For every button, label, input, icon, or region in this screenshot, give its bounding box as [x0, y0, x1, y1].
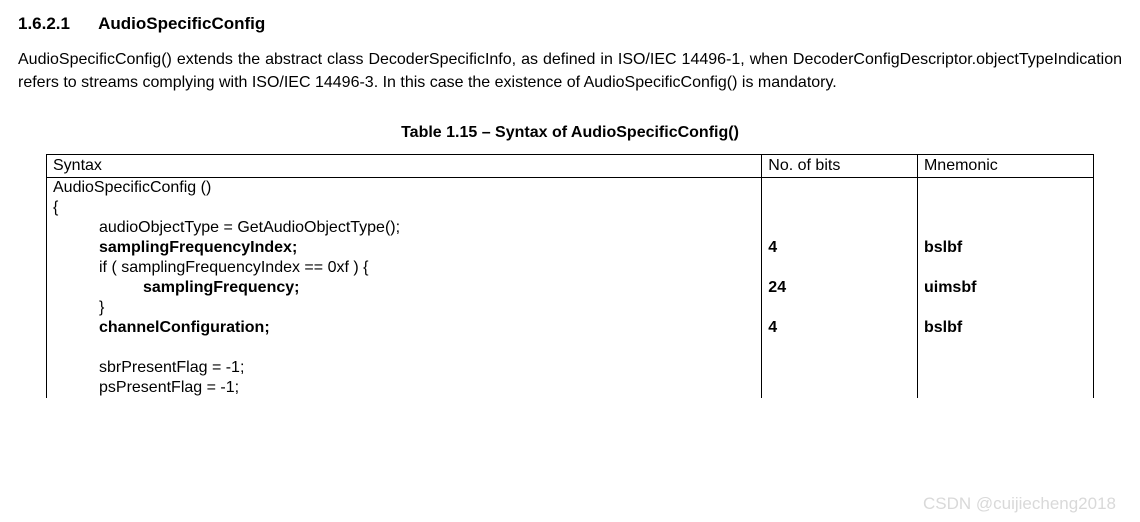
cell-syntax: channelConfiguration;: [47, 318, 762, 338]
table-row: sbrPresentFlag = -1;: [47, 358, 1094, 378]
cell-mnemonic: [917, 178, 1093, 199]
table-row: }: [47, 298, 1094, 318]
cell-bits: 24: [762, 278, 918, 298]
th-mnemonic: Mnemonic: [917, 155, 1093, 178]
table-row: [47, 338, 1094, 358]
cell-bits: [762, 218, 918, 238]
cell-syntax: samplingFrequency;: [47, 278, 762, 298]
table-row: audioObjectType = GetAudioObjectType();: [47, 218, 1094, 238]
cell-mnemonic: [917, 198, 1093, 218]
table-row: AudioSpecificConfig (): [47, 178, 1094, 199]
cell-syntax: {: [47, 198, 762, 218]
cell-bits: [762, 378, 918, 398]
cell-syntax: }: [47, 298, 762, 318]
cell-syntax: if ( samplingFrequencyIndex == 0xf ) {: [47, 258, 762, 278]
cell-bits: [762, 198, 918, 218]
cell-bits: 4: [762, 318, 918, 338]
cell-mnemonic: [917, 218, 1093, 238]
cell-syntax: AudioSpecificConfig (): [47, 178, 762, 199]
table-row: channelConfiguration;4bslbf: [47, 318, 1094, 338]
cell-mnemonic: bslbf: [917, 238, 1093, 258]
table-row: if ( samplingFrequencyIndex == 0xf ) {: [47, 258, 1094, 278]
cell-mnemonic: [917, 338, 1093, 358]
cell-bits: [762, 178, 918, 199]
section-heading: 1.6.2.1 AudioSpecificConfig: [18, 14, 1122, 34]
table-row: samplingFrequency;24uimsbf: [47, 278, 1094, 298]
cell-mnemonic: [917, 378, 1093, 398]
syntax-table: Syntax No. of bits Mnemonic AudioSpecifi…: [46, 154, 1094, 398]
cell-syntax: samplingFrequencyIndex;: [47, 238, 762, 258]
cell-bits: [762, 298, 918, 318]
watermark: CSDN @cuijiecheng2018: [923, 494, 1116, 514]
section-title: AudioSpecificConfig: [98, 14, 265, 33]
cell-bits: [762, 258, 918, 278]
cell-mnemonic: bslbf: [917, 318, 1093, 338]
section-description: AudioSpecificConfig() extends the abstra…: [18, 48, 1122, 94]
cell-bits: [762, 338, 918, 358]
section-number: 1.6.2.1: [18, 14, 70, 34]
cell-mnemonic: [917, 298, 1093, 318]
cell-syntax: audioObjectType = GetAudioObjectType();: [47, 218, 762, 238]
table-row: psPresentFlag = -1;: [47, 378, 1094, 398]
cell-syntax: psPresentFlag = -1;: [47, 378, 762, 398]
cell-syntax: sbrPresentFlag = -1;: [47, 358, 762, 378]
cell-syntax: [47, 338, 762, 358]
th-syntax: Syntax: [47, 155, 762, 178]
table-row: {: [47, 198, 1094, 218]
cell-mnemonic: [917, 358, 1093, 378]
table-row: samplingFrequencyIndex;4bslbf: [47, 238, 1094, 258]
table-caption: Table 1.15 – Syntax of AudioSpecificConf…: [18, 124, 1122, 142]
cell-mnemonic: [917, 258, 1093, 278]
th-bits: No. of bits: [762, 155, 918, 178]
cell-bits: [762, 358, 918, 378]
cell-mnemonic: uimsbf: [917, 278, 1093, 298]
cell-bits: 4: [762, 238, 918, 258]
